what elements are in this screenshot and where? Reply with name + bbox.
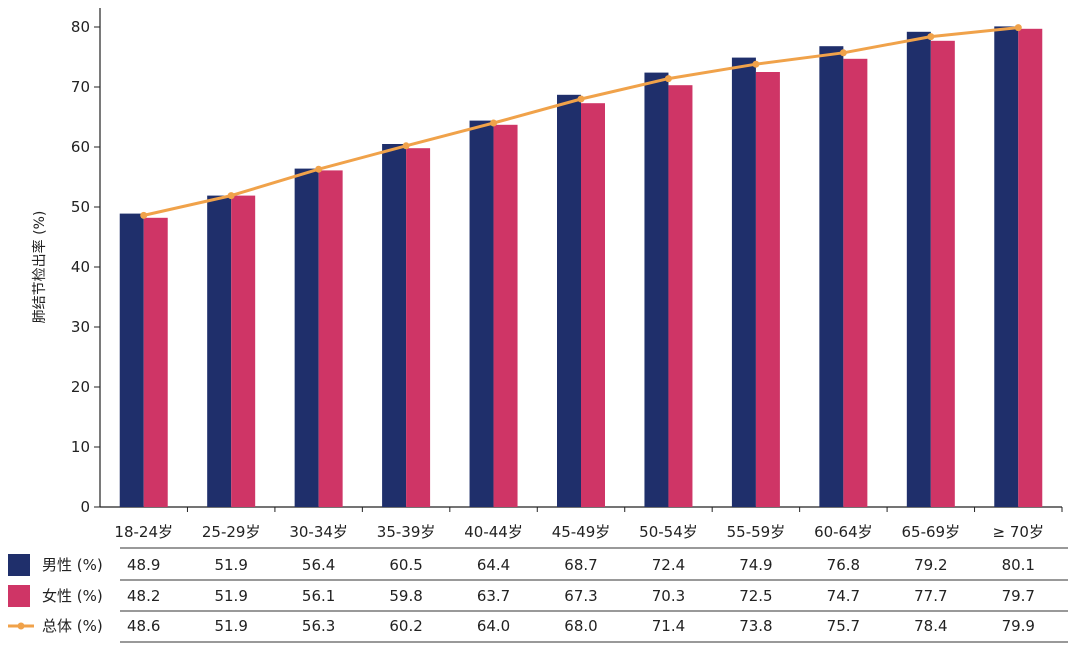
point-overall — [402, 142, 410, 150]
category-label: 60-64岁 — [814, 523, 873, 541]
y-tick-label: 80 — [71, 18, 90, 36]
table-cell: 70.3 — [652, 587, 685, 605]
bar-female — [318, 170, 343, 507]
table-cell: 48.9 — [127, 556, 160, 574]
table-cell: 79.9 — [1002, 617, 1035, 635]
table-cell: 77.7 — [914, 587, 947, 605]
table-cell: 51.9 — [214, 556, 247, 574]
legend-label-female: 女性 (%) — [42, 587, 103, 605]
y-tick-label: 60 — [71, 138, 90, 156]
bar-female — [143, 217, 168, 508]
table-cell: 80.1 — [1002, 556, 1035, 574]
point-overall — [927, 33, 935, 41]
category-label: 65-69岁 — [902, 523, 961, 541]
table-cell: 60.2 — [389, 617, 422, 635]
table-cell: 56.4 — [302, 556, 335, 574]
table-cell: 73.8 — [739, 617, 772, 635]
table-cell: 56.1 — [302, 587, 335, 605]
bar-female — [930, 40, 955, 508]
table-cell: 68.0 — [564, 617, 597, 635]
table-cell: 79.2 — [914, 556, 947, 574]
table-cell: 68.7 — [564, 556, 597, 574]
bar-female — [581, 103, 605, 507]
point-overall — [1014, 24, 1022, 32]
category-label: 25-29岁 — [202, 523, 261, 541]
point-overall — [227, 192, 235, 200]
legend-swatch-overall-marker — [17, 622, 25, 630]
bar-female — [1018, 28, 1043, 508]
point-overall — [140, 211, 148, 219]
table-cell: 59.8 — [389, 587, 422, 605]
table-cell: 67.3 — [564, 587, 597, 605]
bar-male — [731, 57, 756, 507]
bar-male — [819, 46, 844, 507]
table-cell: 63.7 — [477, 587, 510, 605]
bar-female — [493, 124, 518, 508]
table-cell: 64.4 — [477, 556, 510, 574]
bar-male — [557, 94, 581, 508]
bar-female — [668, 85, 693, 507]
table-cell: 72.4 — [652, 556, 685, 574]
table-cell: 74.9 — [739, 556, 772, 574]
y-tick-label: 30 — [71, 318, 90, 336]
category-label: 45-49岁 — [552, 523, 611, 541]
y-tick-label: 0 — [80, 498, 90, 516]
table-cell: 75.7 — [827, 617, 860, 635]
y-tick-label: 70 — [71, 78, 90, 96]
y-tick-label: 10 — [71, 438, 90, 456]
category-label: 50-54岁 — [639, 523, 698, 541]
data-table: 48.9 51.9 56.4 60.5 64.4 68.7 72.4 74.9 76.8 79.2… — [8, 547, 1068, 643]
bars — [119, 26, 1043, 508]
table-cell: 71.4 — [652, 617, 685, 635]
bar-male — [906, 31, 931, 508]
point-overall — [664, 75, 672, 83]
table-cell: 48.6 — [127, 617, 160, 635]
bar-male — [294, 168, 319, 507]
overall-line — [140, 24, 1022, 219]
table-cell: 60.5 — [389, 556, 422, 574]
category-label: 30-34岁 — [289, 523, 348, 541]
bar-male — [644, 72, 669, 507]
table-cell: 51.9 — [214, 617, 247, 635]
table-cell: 51.9 — [214, 587, 247, 605]
bar-female — [231, 195, 256, 507]
table-cell: 76.8 — [827, 556, 860, 574]
legend-swatch-female — [8, 585, 30, 607]
table-cell: 74.7 — [827, 587, 860, 605]
table-cell: 64.0 — [477, 617, 510, 635]
axes: 0 10 20 30 40 50 60 70 80 肺结节检出率 (%) 18-24岁 25-29岁 3… — [31, 8, 1063, 541]
bar-male — [994, 26, 1019, 508]
y-tick-label: 40 — [71, 258, 90, 276]
category-label: ≥ 70岁 — [993, 523, 1044, 541]
y-tick-label: 50 — [71, 198, 90, 216]
category-label: 18-24岁 — [114, 523, 173, 541]
point-overall — [490, 119, 498, 127]
bar-male — [469, 120, 494, 507]
y-axis-title: 肺结节检出率 (%) — [31, 211, 48, 324]
legend-label-male: 男性 (%) — [42, 556, 103, 574]
bar-male — [382, 144, 407, 507]
point-overall — [752, 60, 760, 68]
table-cell: 79.7 — [1002, 587, 1035, 605]
category-label: 40-44岁 — [464, 523, 523, 541]
bar-female — [406, 148, 431, 507]
category-label: 35-39岁 — [377, 523, 436, 541]
point-overall — [577, 95, 585, 103]
table-cell: 56.3 — [302, 617, 335, 635]
table-cell: 72.5 — [739, 587, 772, 605]
point-overall — [839, 49, 847, 57]
point-overall — [315, 165, 323, 173]
bar-female — [755, 72, 780, 507]
table-cell: 48.2 — [127, 587, 160, 605]
bar-female — [843, 58, 868, 508]
y-tick-label: 20 — [71, 378, 90, 396]
bar-male — [119, 213, 144, 507]
legend-swatch-male — [8, 554, 30, 576]
category-label: 55-59岁 — [727, 523, 786, 541]
table-cell: 78.4 — [914, 617, 947, 635]
legend-label-overall: 总体 (%) — [42, 617, 103, 635]
bar-male — [207, 195, 232, 507]
